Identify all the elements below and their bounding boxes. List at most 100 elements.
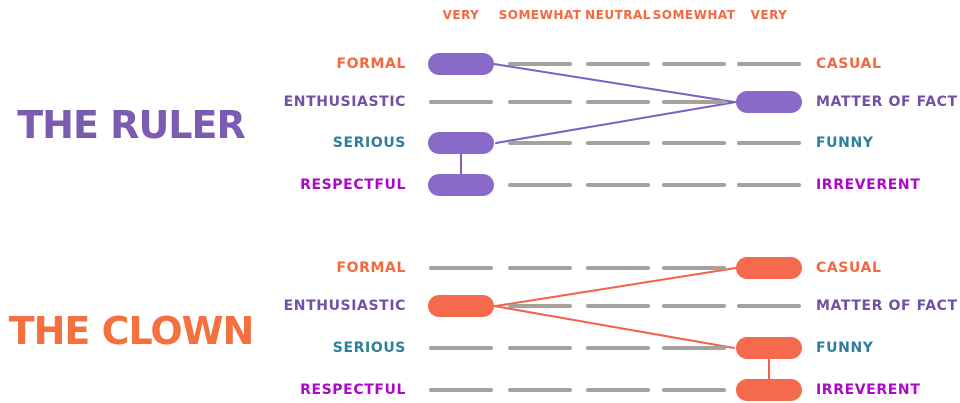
tone-marker (736, 337, 802, 359)
scale-slot-2 (507, 53, 573, 75)
scale-slot-1 (428, 337, 494, 359)
scale-tick (662, 346, 726, 350)
scale-slot-3 (585, 295, 651, 317)
scale-slot-2 (507, 337, 573, 359)
left-trait-label: FORMAL (336, 260, 406, 276)
scale-slot-2 (507, 91, 573, 113)
scale-tick (586, 100, 650, 104)
scale-slot-3 (585, 53, 651, 75)
scale-tick (508, 304, 572, 308)
left-trait-label: ENTHUSIASTIC (283, 298, 406, 314)
scale-tick (586, 62, 650, 66)
left-trait-label: FORMAL (336, 56, 406, 72)
left-trait-label: RESPECTFUL (300, 177, 406, 193)
scale-header-very-right: VERY (750, 8, 788, 22)
scale-slot-5 (736, 295, 802, 317)
tone-marker (736, 91, 802, 113)
left-trait-label: SERIOUS (332, 135, 406, 151)
scale-slot-4 (661, 337, 727, 359)
scale-slot-1 (428, 53, 494, 75)
scale-slot-4 (661, 53, 727, 75)
scale-slot-5 (736, 174, 802, 196)
scale-tick (662, 62, 726, 66)
left-trait-label: ENTHUSIASTIC (283, 94, 406, 110)
scale-slot-2 (507, 174, 573, 196)
scale-header-somewhat-left: SOMEWHAT (498, 8, 582, 22)
scale-slot-5 (736, 91, 802, 113)
scale-slot-1 (428, 295, 494, 317)
clown-profile-line (493, 267, 770, 380)
scale-tick (586, 141, 650, 145)
right-trait-label: CASUAL (816, 260, 882, 276)
scale-tick (662, 266, 726, 270)
right-trait-label: FUNNY (816, 340, 874, 356)
scale-slot-3 (585, 257, 651, 279)
right-trait-label: MATTER OF FACT (816, 94, 958, 110)
scale-tick (508, 100, 572, 104)
left-trait-label: RESPECTFUL (300, 382, 406, 398)
scale-tick (662, 183, 726, 187)
ruler-profile-line (460, 63, 737, 175)
scale-header-somewhat-right: SOMEWHAT (652, 8, 736, 22)
scale-tick (586, 346, 650, 350)
scale-tick (737, 304, 801, 308)
tone-marker (428, 53, 494, 75)
scale-slot-1 (428, 91, 494, 113)
scale-slot-1 (428, 257, 494, 279)
scale-tick (662, 304, 726, 308)
scale-slot-4 (661, 257, 727, 279)
scale-tick (429, 346, 493, 350)
scale-slot-5 (736, 379, 802, 401)
scale-tick (508, 141, 572, 145)
right-trait-label: CASUAL (816, 56, 882, 72)
scale-tick (662, 100, 726, 104)
scale-slot-3 (585, 132, 651, 154)
scale-slot-2 (507, 132, 573, 154)
scale-slot-4 (661, 91, 727, 113)
right-trait-label: IRREVERENT (816, 177, 921, 193)
scale-header-very-left: VERY (442, 8, 480, 22)
scale-slot-3 (585, 337, 651, 359)
scale-tick (737, 141, 801, 145)
scale-tick (662, 141, 726, 145)
right-trait-label: FUNNY (816, 135, 874, 151)
scale-tick (429, 388, 493, 392)
tone-marker (736, 257, 802, 279)
left-trait-label: SERIOUS (332, 340, 406, 356)
scale-tick (508, 388, 572, 392)
scale-slot-5 (736, 132, 802, 154)
scale-tick (508, 346, 572, 350)
scale-slot-2 (507, 295, 573, 317)
scale-slot-5 (736, 257, 802, 279)
scale-tick (586, 304, 650, 308)
persona-title-clown: THE CLOWN (8, 309, 255, 353)
scale-slot-2 (507, 379, 573, 401)
scale-slot-5 (736, 337, 802, 359)
scale-slot-1 (428, 174, 494, 196)
scale-slot-4 (661, 379, 727, 401)
scale-slot-1 (428, 379, 494, 401)
scale-header-neutral: NEUTRAL (585, 8, 651, 22)
tone-marker (428, 132, 494, 154)
tone-marker (428, 174, 494, 196)
right-trait-label: IRREVERENT (816, 382, 921, 398)
scale-tick (737, 62, 801, 66)
scale-tick (586, 183, 650, 187)
scale-slot-4 (661, 295, 727, 317)
scale-tick (508, 183, 572, 187)
scale-slot-5 (736, 53, 802, 75)
scale-tick (737, 183, 801, 187)
scale-slot-3 (585, 379, 651, 401)
scale-slot-4 (661, 174, 727, 196)
scale-slot-1 (428, 132, 494, 154)
scale-tick (586, 388, 650, 392)
scale-tick (508, 62, 572, 66)
scale-slot-4 (661, 132, 727, 154)
scale-tick (429, 100, 493, 104)
right-trait-label: MATTER OF FACT (816, 298, 958, 314)
scale-tick (429, 266, 493, 270)
scale-slot-3 (585, 174, 651, 196)
persona-title-ruler: THE RULER (17, 103, 245, 147)
